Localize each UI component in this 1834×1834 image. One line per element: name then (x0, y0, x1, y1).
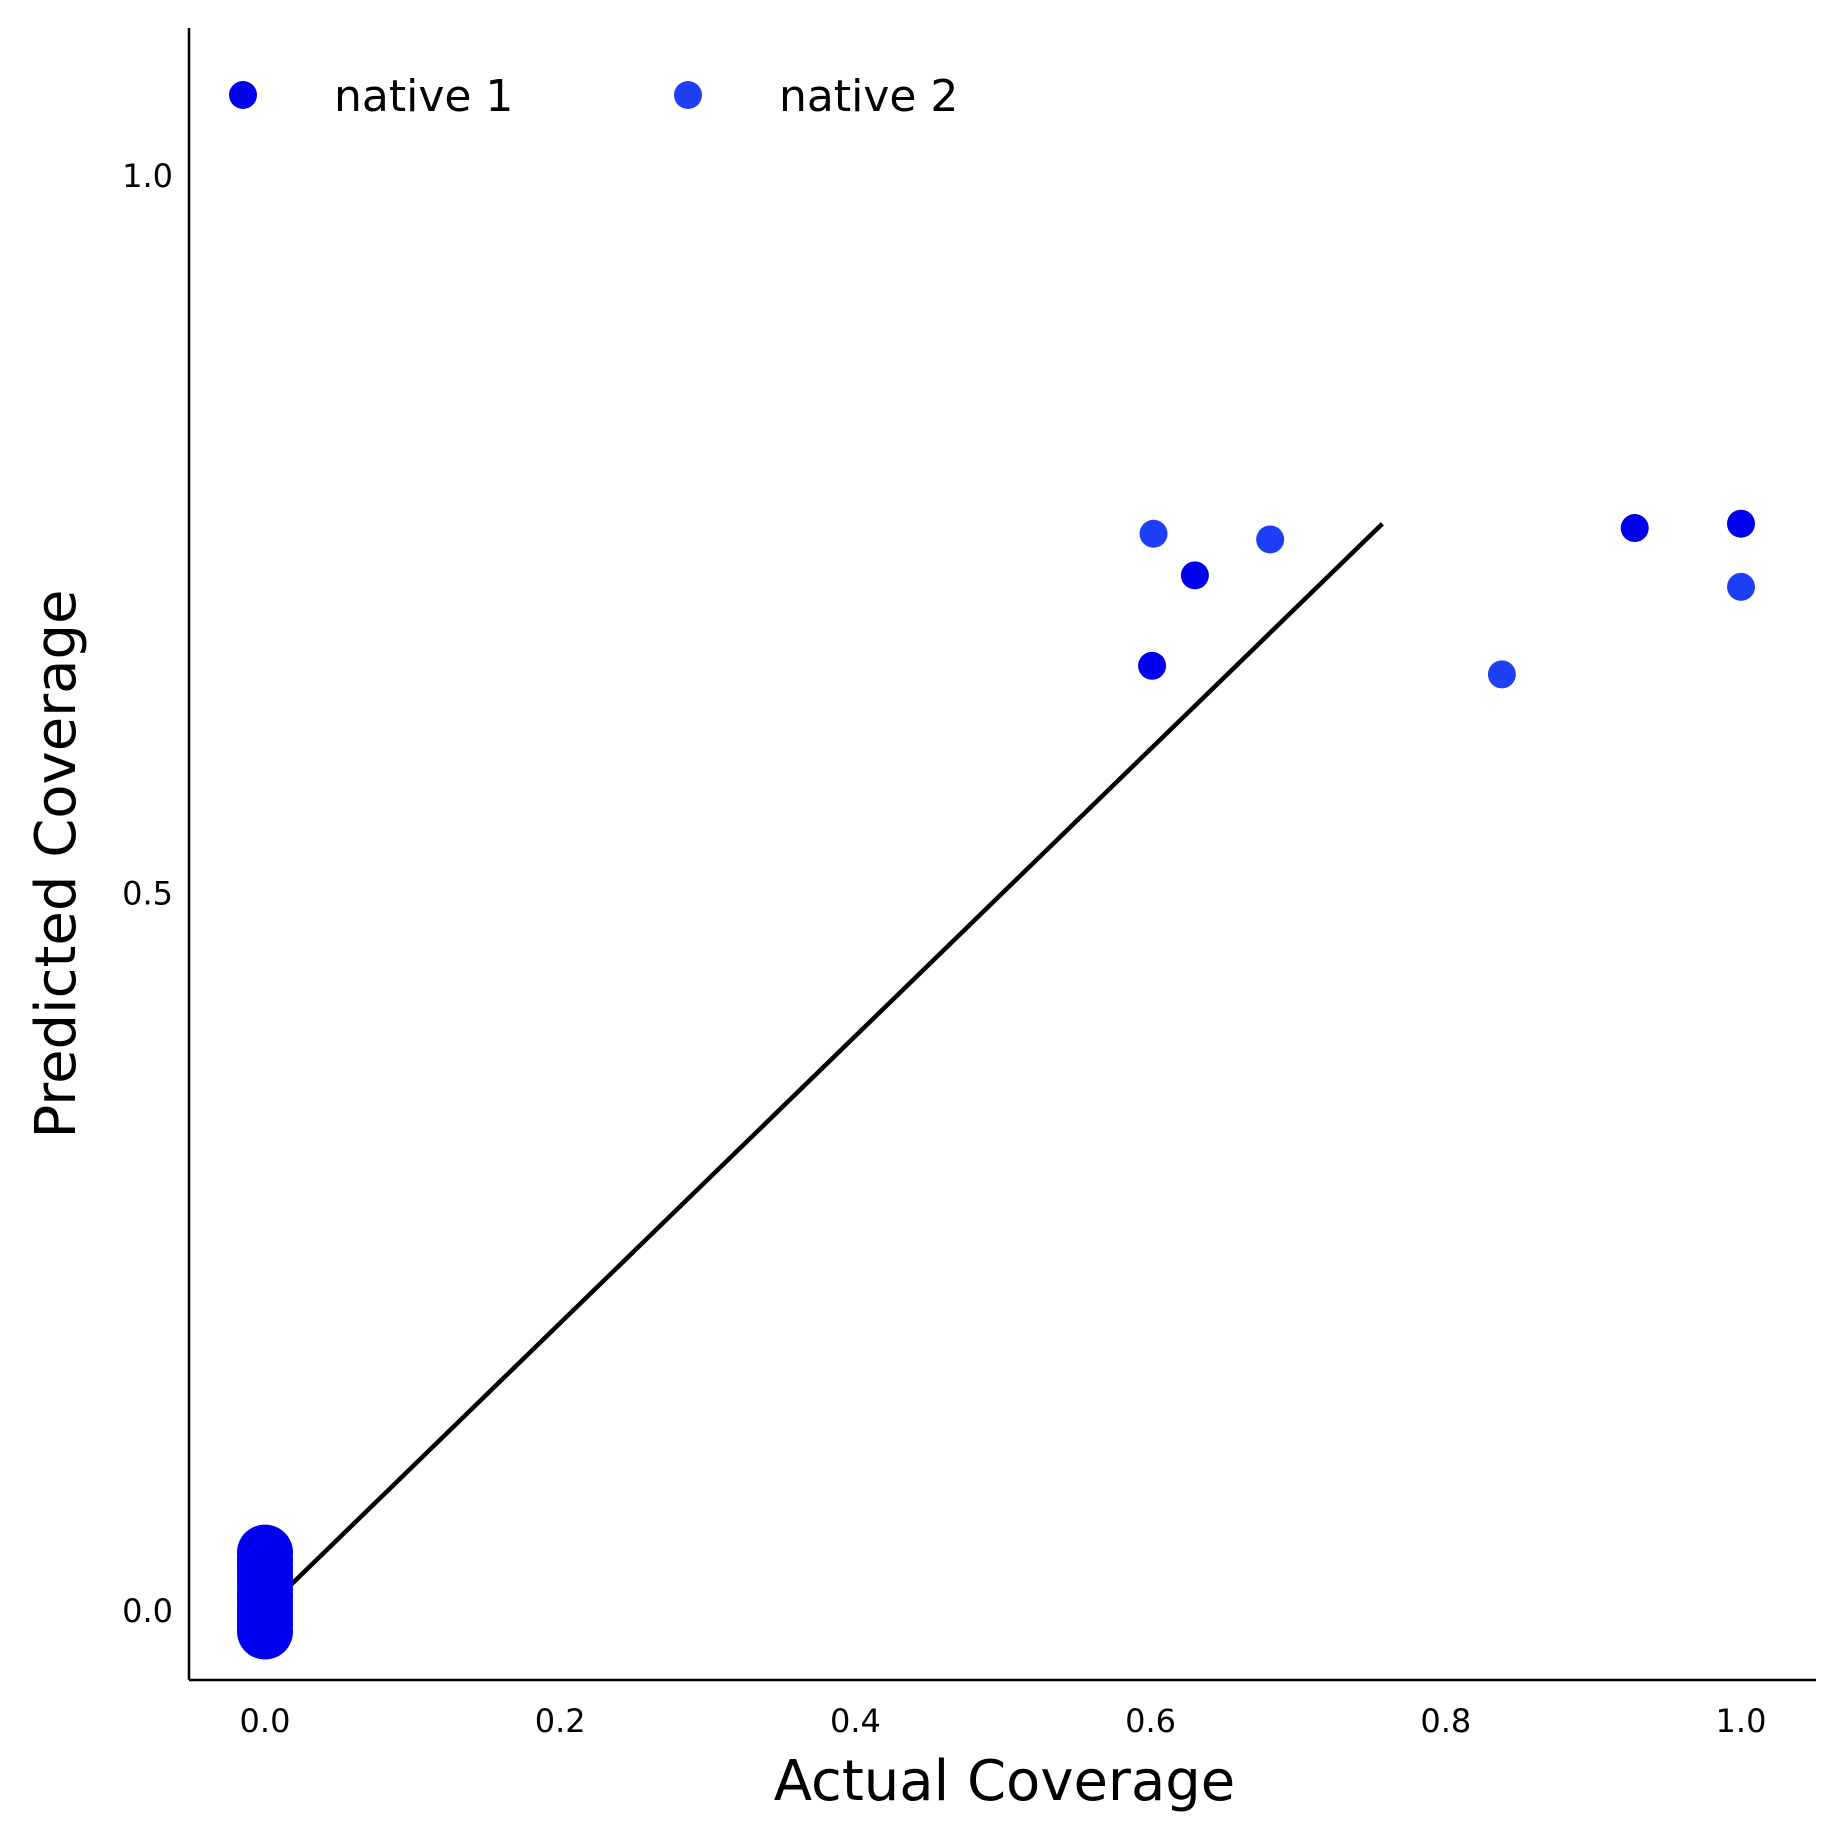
legend-marker (674, 81, 702, 109)
y-axis-label: Predicted Coverage (24, 590, 89, 1139)
legend-label: native 1 (334, 71, 513, 122)
data-point (1138, 651, 1167, 680)
data-point (1620, 514, 1649, 543)
y-tick-label: 0.0 (122, 1592, 173, 1630)
legend: native 1 native 2 (229, 71, 958, 122)
data-point (1487, 660, 1516, 689)
legend-item: native 2 (674, 71, 958, 122)
data-point (237, 1603, 293, 1660)
x-tick-label: 0.6 (1125, 1702, 1176, 1740)
x-tick-label: 0.4 (830, 1702, 881, 1740)
y-tick-label: 0.5 (122, 875, 173, 913)
data-points (237, 509, 1755, 1660)
legend-marker (229, 81, 257, 109)
data-point (1139, 519, 1168, 548)
data-point (237, 1524, 293, 1581)
data-point (1727, 509, 1755, 538)
legend-item: native 1 (229, 71, 513, 122)
data-point (1180, 561, 1209, 590)
data-point (1727, 572, 1755, 601)
x-axis-label: Actual Coverage (774, 1749, 1236, 1814)
data-point (1256, 525, 1285, 554)
y-tick-label: 1.0 (122, 157, 173, 195)
x-tick-label: 0.0 (240, 1702, 291, 1740)
x-tick-labels: 0.0 0.2 0.4 0.6 0.8 1.0 (240, 1702, 1767, 1740)
reference-line (263, 522, 1384, 1612)
axes (187, 28, 1816, 1682)
legend-label: native 2 (779, 71, 958, 122)
x-tick-label: 1.0 (1716, 1702, 1767, 1740)
y-tick-labels: 0.0 0.5 1.0 (122, 157, 173, 1630)
x-tick-label: 0.2 (535, 1702, 586, 1740)
x-tick-label: 0.8 (1420, 1702, 1471, 1740)
